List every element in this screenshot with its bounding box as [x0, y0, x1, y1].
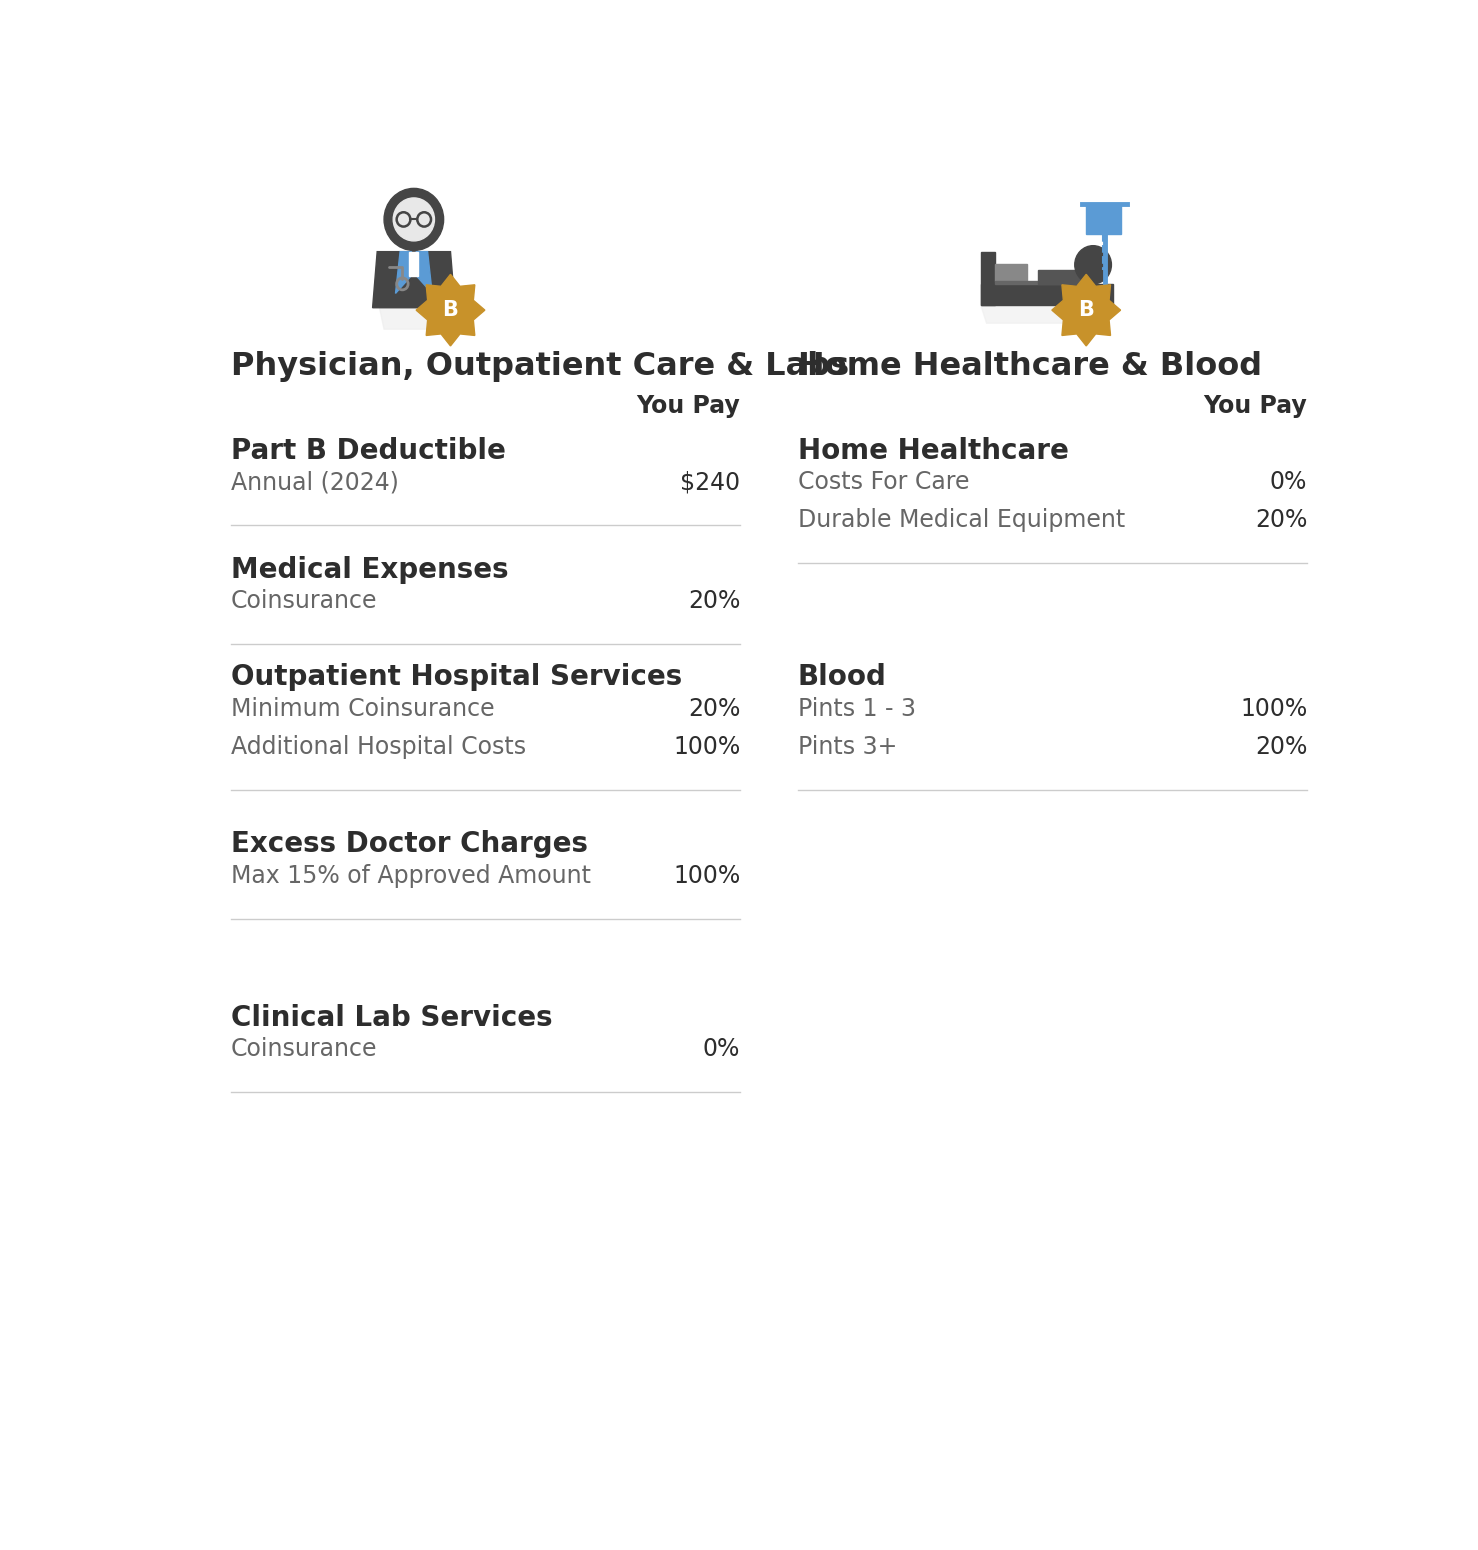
Text: Additional Hospital Costs: Additional Hospital Costs	[231, 735, 526, 760]
Polygon shape	[1086, 205, 1120, 234]
Polygon shape	[981, 251, 995, 305]
Text: Outpatient Hospital Services: Outpatient Hospital Services	[231, 663, 681, 691]
Text: 100%: 100%	[672, 735, 740, 760]
Text: 0%: 0%	[704, 1037, 740, 1060]
Text: Part B Deductible: Part B Deductible	[231, 437, 505, 465]
Text: Minimum Coinsurance: Minimum Coinsurance	[231, 698, 494, 721]
Polygon shape	[380, 308, 448, 329]
Text: You Pay: You Pay	[637, 394, 740, 417]
Text: B: B	[442, 301, 458, 321]
Text: Pints 3+: Pints 3+	[798, 735, 897, 760]
Text: 20%: 20%	[687, 589, 740, 614]
Circle shape	[384, 189, 443, 251]
Text: Excess Doctor Charges: Excess Doctor Charges	[231, 831, 588, 859]
Text: $240: $240	[680, 470, 740, 494]
Text: Coinsurance: Coinsurance	[231, 589, 377, 614]
Polygon shape	[981, 305, 1113, 324]
Text: Pints 1 - 3: Pints 1 - 3	[798, 698, 915, 721]
Polygon shape	[417, 251, 432, 293]
Circle shape	[1075, 245, 1111, 284]
Text: B: B	[1079, 301, 1094, 321]
Text: 100%: 100%	[1240, 698, 1308, 721]
Polygon shape	[1052, 274, 1120, 346]
Text: Costs For Care: Costs For Care	[798, 470, 970, 494]
Polygon shape	[409, 251, 418, 276]
Text: Coinsurance: Coinsurance	[231, 1037, 377, 1060]
Text: 20%: 20%	[1255, 508, 1308, 532]
Text: Home Healthcare: Home Healthcare	[798, 437, 1069, 465]
Polygon shape	[981, 284, 1113, 305]
Text: 20%: 20%	[687, 698, 740, 721]
Text: 20%: 20%	[1255, 735, 1308, 760]
Text: You Pay: You Pay	[1203, 394, 1308, 417]
Text: Durable Medical Equipment: Durable Medical Equipment	[798, 508, 1125, 532]
Text: Physician, Outpatient Care & Labs: Physician, Outpatient Care & Labs	[231, 350, 848, 381]
Circle shape	[393, 198, 435, 240]
Polygon shape	[396, 251, 411, 293]
Text: Max 15% of Approved Amount: Max 15% of Approved Amount	[231, 863, 591, 888]
Text: 100%: 100%	[672, 863, 740, 888]
Polygon shape	[417, 274, 485, 346]
Text: Clinical Lab Services: Clinical Lab Services	[231, 1003, 553, 1032]
Text: Blood: Blood	[798, 663, 887, 691]
Polygon shape	[995, 282, 1083, 284]
Text: Home Healthcare & Blood: Home Healthcare & Blood	[798, 350, 1262, 381]
Text: 0%: 0%	[1270, 470, 1308, 494]
Polygon shape	[1038, 270, 1083, 284]
Polygon shape	[372, 251, 455, 308]
Text: Medical Expenses: Medical Expenses	[231, 556, 508, 584]
Polygon shape	[995, 264, 1027, 282]
Text: Annual (2024): Annual (2024)	[231, 470, 399, 494]
